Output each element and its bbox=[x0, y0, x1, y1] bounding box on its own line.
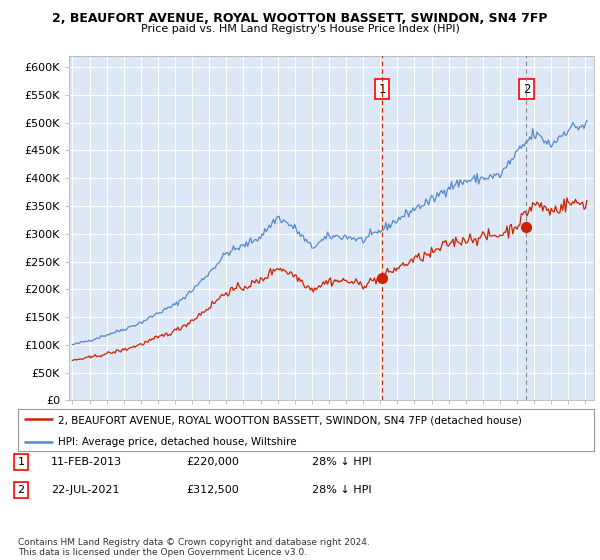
Text: HPI: Average price, detached house, Wiltshire: HPI: Average price, detached house, Wilt… bbox=[58, 437, 297, 447]
Text: 2: 2 bbox=[523, 83, 530, 96]
Text: 11-FEB-2013: 11-FEB-2013 bbox=[51, 457, 122, 467]
Text: 28% ↓ HPI: 28% ↓ HPI bbox=[312, 485, 371, 495]
Text: 2, BEAUFORT AVENUE, ROYAL WOOTTON BASSETT, SWINDON, SN4 7FP (detached house): 2, BEAUFORT AVENUE, ROYAL WOOTTON BASSET… bbox=[58, 415, 522, 425]
Text: 1: 1 bbox=[378, 83, 386, 96]
Text: 2: 2 bbox=[17, 485, 25, 495]
Text: 2, BEAUFORT AVENUE, ROYAL WOOTTON BASSETT, SWINDON, SN4 7FP: 2, BEAUFORT AVENUE, ROYAL WOOTTON BASSET… bbox=[52, 12, 548, 25]
Text: Contains HM Land Registry data © Crown copyright and database right 2024.
This d: Contains HM Land Registry data © Crown c… bbox=[18, 538, 370, 557]
Text: £220,000: £220,000 bbox=[186, 457, 239, 467]
Text: 22-JUL-2021: 22-JUL-2021 bbox=[51, 485, 119, 495]
Text: Price paid vs. HM Land Registry's House Price Index (HPI): Price paid vs. HM Land Registry's House … bbox=[140, 24, 460, 34]
Text: 28% ↓ HPI: 28% ↓ HPI bbox=[312, 457, 371, 467]
Text: £312,500: £312,500 bbox=[186, 485, 239, 495]
Text: 1: 1 bbox=[17, 457, 25, 467]
